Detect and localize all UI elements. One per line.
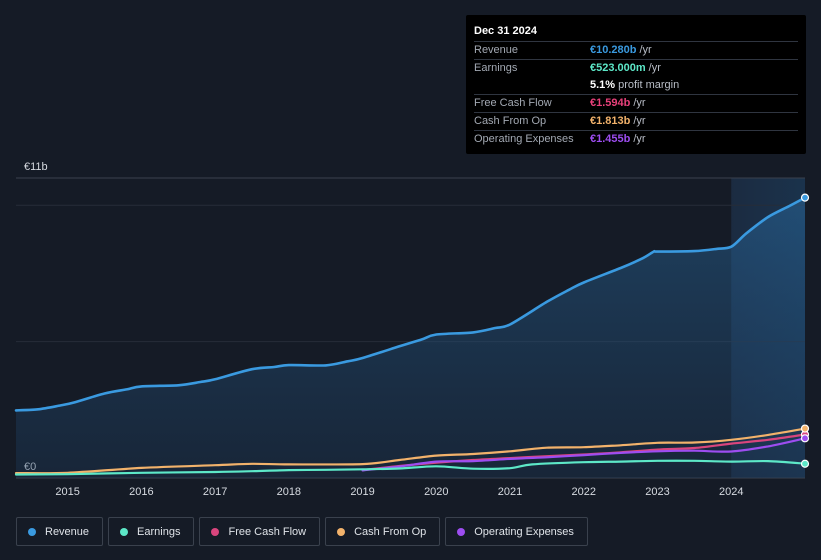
- revenue-dot-icon: [28, 527, 36, 536]
- earnings-dot-icon: [120, 527, 129, 536]
- tooltip-label: Operating Expenses: [474, 133, 574, 145]
- legend-label: Cash From Op: [354, 525, 427, 538]
- tooltip-date: Dec 31 2024: [474, 22, 798, 42]
- tooltip-unit: profit margin: [618, 79, 680, 91]
- tooltip-row-profit-margin: 5.1% profit margin: [474, 77, 798, 95]
- tooltip-label: [474, 77, 590, 94]
- x-tick-label: 2017: [203, 486, 227, 498]
- tooltip-value: €1.455b: [590, 133, 631, 145]
- tooltip-label: Earnings: [474, 62, 518, 74]
- legend-label: Earnings: [137, 525, 181, 538]
- x-tick-label: 2015: [55, 486, 79, 498]
- operating-expenses-dot-icon: [457, 527, 466, 536]
- earnings-end-point: [800, 459, 810, 468]
- tooltip-row-earnings: Earnings €523.000m /yr: [474, 60, 798, 77]
- tooltip-value: €1.594b: [590, 97, 631, 109]
- tooltip-label: Revenue: [474, 44, 519, 56]
- legend-label: Free Cash Flow: [228, 525, 307, 538]
- legend-item-free-cash-flow[interactable]: Free Cash Flow: [199, 517, 321, 546]
- legend: Revenue Earnings Free Cash Flow Cash Fro…: [16, 517, 588, 546]
- tooltip: Dec 31 2024 Revenue €10.280b /yr Earning…: [466, 15, 806, 154]
- tooltip-label: Cash From Op: [474, 115, 547, 127]
- legend-label: Operating Expenses: [474, 525, 574, 538]
- x-tick-label: 2016: [129, 486, 153, 498]
- chart: €11b€02015201620172018201920202021202220…: [14, 161, 810, 498]
- earnings-line: [14, 459, 807, 476]
- revenue-line: [14, 196, 807, 412]
- tooltip-unit: /yr: [648, 62, 661, 74]
- tooltip-unit: /yr: [633, 133, 646, 145]
- tooltip-row-free-cash-flow: Free Cash Flow €1.594b /yr: [474, 95, 798, 113]
- free-cash-flow-dot-icon: [211, 527, 220, 536]
- revenue-area: [16, 197, 805, 478]
- operating-expenses-end-point: [800, 434, 810, 443]
- cash-from-op-line: [14, 427, 807, 475]
- y-axis-top-label: €11b: [24, 161, 48, 173]
- x-tick-label: 2020: [424, 486, 448, 498]
- x-tick-label: 2019: [350, 486, 374, 498]
- legend-label: Revenue: [45, 525, 90, 538]
- tooltip-label: Free Cash Flow: [474, 97, 552, 109]
- tooltip-value: €523.000m: [590, 62, 646, 74]
- x-tick-label: 2022: [572, 486, 596, 498]
- tooltip-row-operating-expenses: Operating Expenses €1.455b /yr: [474, 131, 798, 148]
- x-tick-label: 2023: [645, 486, 669, 498]
- x-tick-label: 2021: [498, 486, 522, 498]
- legend-item-revenue[interactable]: Revenue: [16, 517, 104, 546]
- cash-from-op-dot-icon: [337, 527, 346, 536]
- tooltip-unit: /yr: [633, 115, 646, 127]
- tooltip-value: €10.280b: [590, 44, 637, 56]
- tooltip-row-cash-from-op: Cash From Op €1.813b /yr: [474, 113, 798, 131]
- tooltip-value: 5.1%: [590, 79, 616, 91]
- x-tick-label: 2024: [719, 486, 743, 498]
- cash-from-op-end-point: [800, 424, 810, 433]
- legend-item-earnings[interactable]: Earnings: [108, 517, 195, 546]
- legend-item-operating-expenses[interactable]: Operating Expenses: [445, 517, 588, 546]
- revenue-end-point: [800, 193, 810, 202]
- tooltip-unit: /yr: [639, 44, 652, 56]
- legend-item-cash-from-op[interactable]: Cash From Op: [325, 517, 441, 546]
- tooltip-row-revenue: Revenue €10.280b /yr: [474, 42, 798, 60]
- tooltip-value: €1.813b: [590, 115, 631, 127]
- tooltip-unit: /yr: [633, 97, 646, 109]
- operating-expenses-line: [361, 437, 807, 472]
- x-tick-label: 2018: [277, 486, 301, 498]
